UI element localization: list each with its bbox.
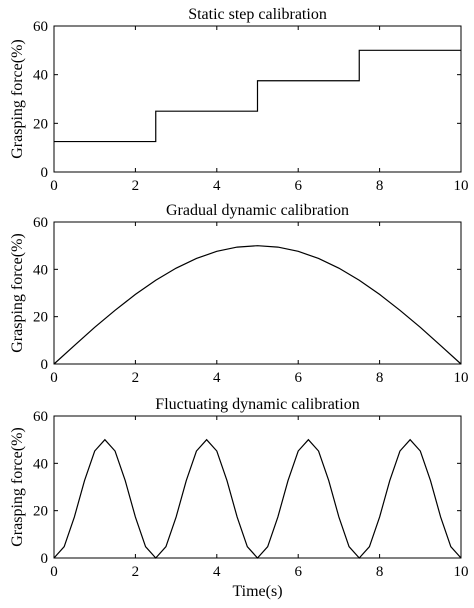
y-tick-label: 20 xyxy=(33,116,48,132)
y-tick-label: 0 xyxy=(41,165,49,181)
y-tick-label: 40 xyxy=(33,262,48,278)
y-axis-label: Grasping force(%) xyxy=(9,427,26,547)
x-axis-label: Time(s) xyxy=(232,583,282,600)
chart-panel-1: Static step calibration 0 2 4 6 8 10 0 20 40 60 Gra… xyxy=(9,6,469,194)
y-tick-label: 0 xyxy=(41,357,49,373)
x-tick-label: 2 xyxy=(132,564,140,580)
x-tick-label: 0 xyxy=(50,564,58,580)
x-tick-label: 0 xyxy=(50,370,58,386)
chart-title: Static step calibration xyxy=(188,6,327,23)
y-tick-label: 60 xyxy=(33,19,48,35)
x-tick-label: 8 xyxy=(376,564,384,580)
x-tick-label: 4 xyxy=(213,178,221,194)
x-tick-label: 8 xyxy=(376,178,384,194)
series-line-1 xyxy=(53,438,462,559)
x-tick-label: 4 xyxy=(213,370,221,386)
series-line-1 xyxy=(53,245,462,365)
x-tick-label: 8 xyxy=(376,370,384,386)
x-tick-label: 6 xyxy=(294,370,302,386)
x-tick-label: 2 xyxy=(132,178,140,194)
x-tick-label: 10 xyxy=(454,370,469,386)
y-tick-label: 60 xyxy=(33,409,48,425)
y-axis-label: Grasping force(%) xyxy=(9,39,26,159)
x-tick-label: 0 xyxy=(50,178,58,194)
y-axis-label: Grasping force(%) xyxy=(9,233,26,353)
y-tick-label: 20 xyxy=(33,310,48,326)
x-tick-label: 10 xyxy=(454,564,469,580)
x-tick-label: 2 xyxy=(132,370,140,386)
y-tick-label: 60 xyxy=(33,215,48,231)
y-tick-label: 20 xyxy=(33,504,48,520)
chart-title: Gradual dynamic calibration xyxy=(166,202,349,219)
chart-panel-3: Fluctuating dynamic calibration 0 2 4 6 8 10 0 2… xyxy=(9,396,469,600)
plot-frame xyxy=(53,415,462,559)
y-tick-label: 40 xyxy=(33,68,48,84)
x-tick-label: 6 xyxy=(294,178,302,194)
x-tick-label: 10 xyxy=(454,178,469,194)
y-tick-label: 0 xyxy=(41,551,49,567)
chart-title: Fluctuating dynamic calibration xyxy=(155,396,359,413)
x-tick-label: 6 xyxy=(294,564,302,580)
y-tick-label: 40 xyxy=(33,456,48,472)
series-line-1 xyxy=(54,49,461,143)
plot-frame xyxy=(53,25,462,173)
plot-frame xyxy=(53,221,462,365)
x-tick-label: 4 xyxy=(213,564,221,580)
chart-panel-2: Gradual dynamic calibration 0 2 4 6 8 10 0 20 40 6… xyxy=(9,202,469,386)
